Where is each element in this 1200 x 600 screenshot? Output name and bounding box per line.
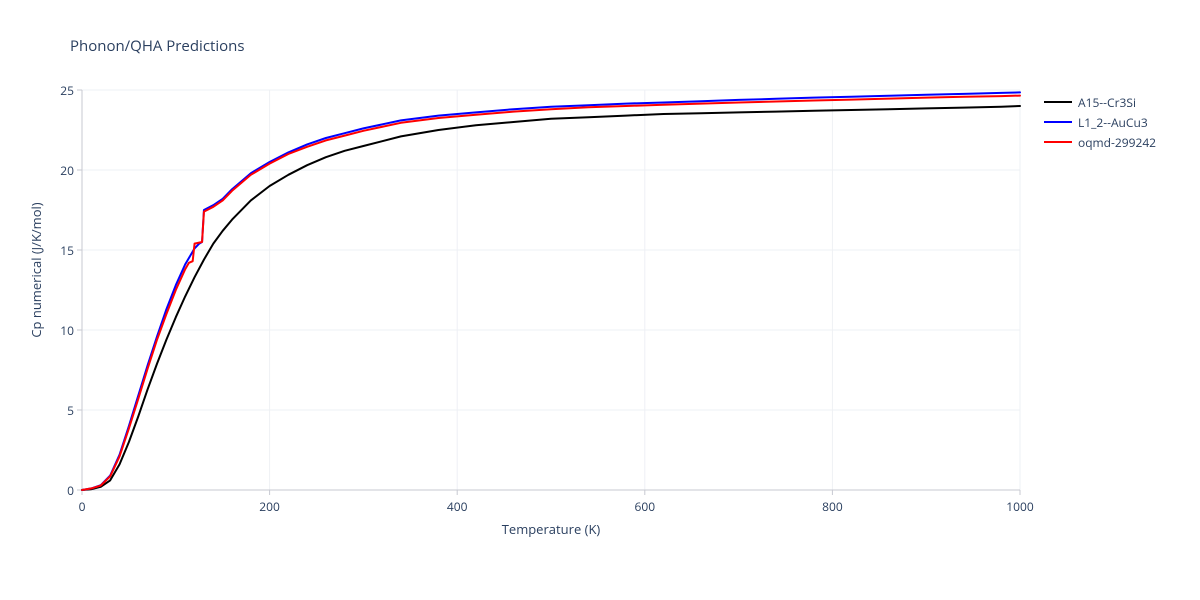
- legend-label: L1_2--AuCu3: [1078, 114, 1148, 131]
- legend-swatch: [1044, 101, 1072, 103]
- x-tick-label: 400: [437, 498, 477, 515]
- legend-swatch: [1044, 141, 1072, 143]
- y-tick-label: 15: [42, 242, 74, 259]
- legend: A15--Cr3Si L1_2--AuCu3 oqmd-299242: [1044, 92, 1156, 152]
- chart-container: Phonon/QHA Predictions Temperature (K) C…: [0, 0, 1200, 600]
- legend-label: oqmd-299242: [1078, 134, 1156, 151]
- y-tick-label: 10: [42, 322, 74, 339]
- y-tick-label: 5: [42, 402, 74, 419]
- legend-item-2[interactable]: oqmd-299242: [1044, 132, 1156, 152]
- x-tick-label: 1000: [1000, 498, 1040, 515]
- legend-item-1[interactable]: L1_2--AuCu3: [1044, 112, 1156, 132]
- y-tick-label: 25: [42, 82, 74, 99]
- x-tick-label: 0: [62, 498, 102, 515]
- y-tick-label: 20: [42, 162, 74, 179]
- x-tick-label: 200: [250, 498, 290, 515]
- y-tick-label: 0: [42, 482, 74, 499]
- x-tick-label: 600: [625, 498, 665, 515]
- x-tick-label: 800: [812, 498, 852, 515]
- legend-swatch: [1044, 121, 1072, 123]
- legend-item-0[interactable]: A15--Cr3Si: [1044, 92, 1156, 112]
- x-axis-label: Temperature (K): [82, 520, 1020, 538]
- y-axis-label: Cp numerical (J/K/mol): [27, 170, 45, 370]
- legend-label: A15--Cr3Si: [1078, 94, 1136, 111]
